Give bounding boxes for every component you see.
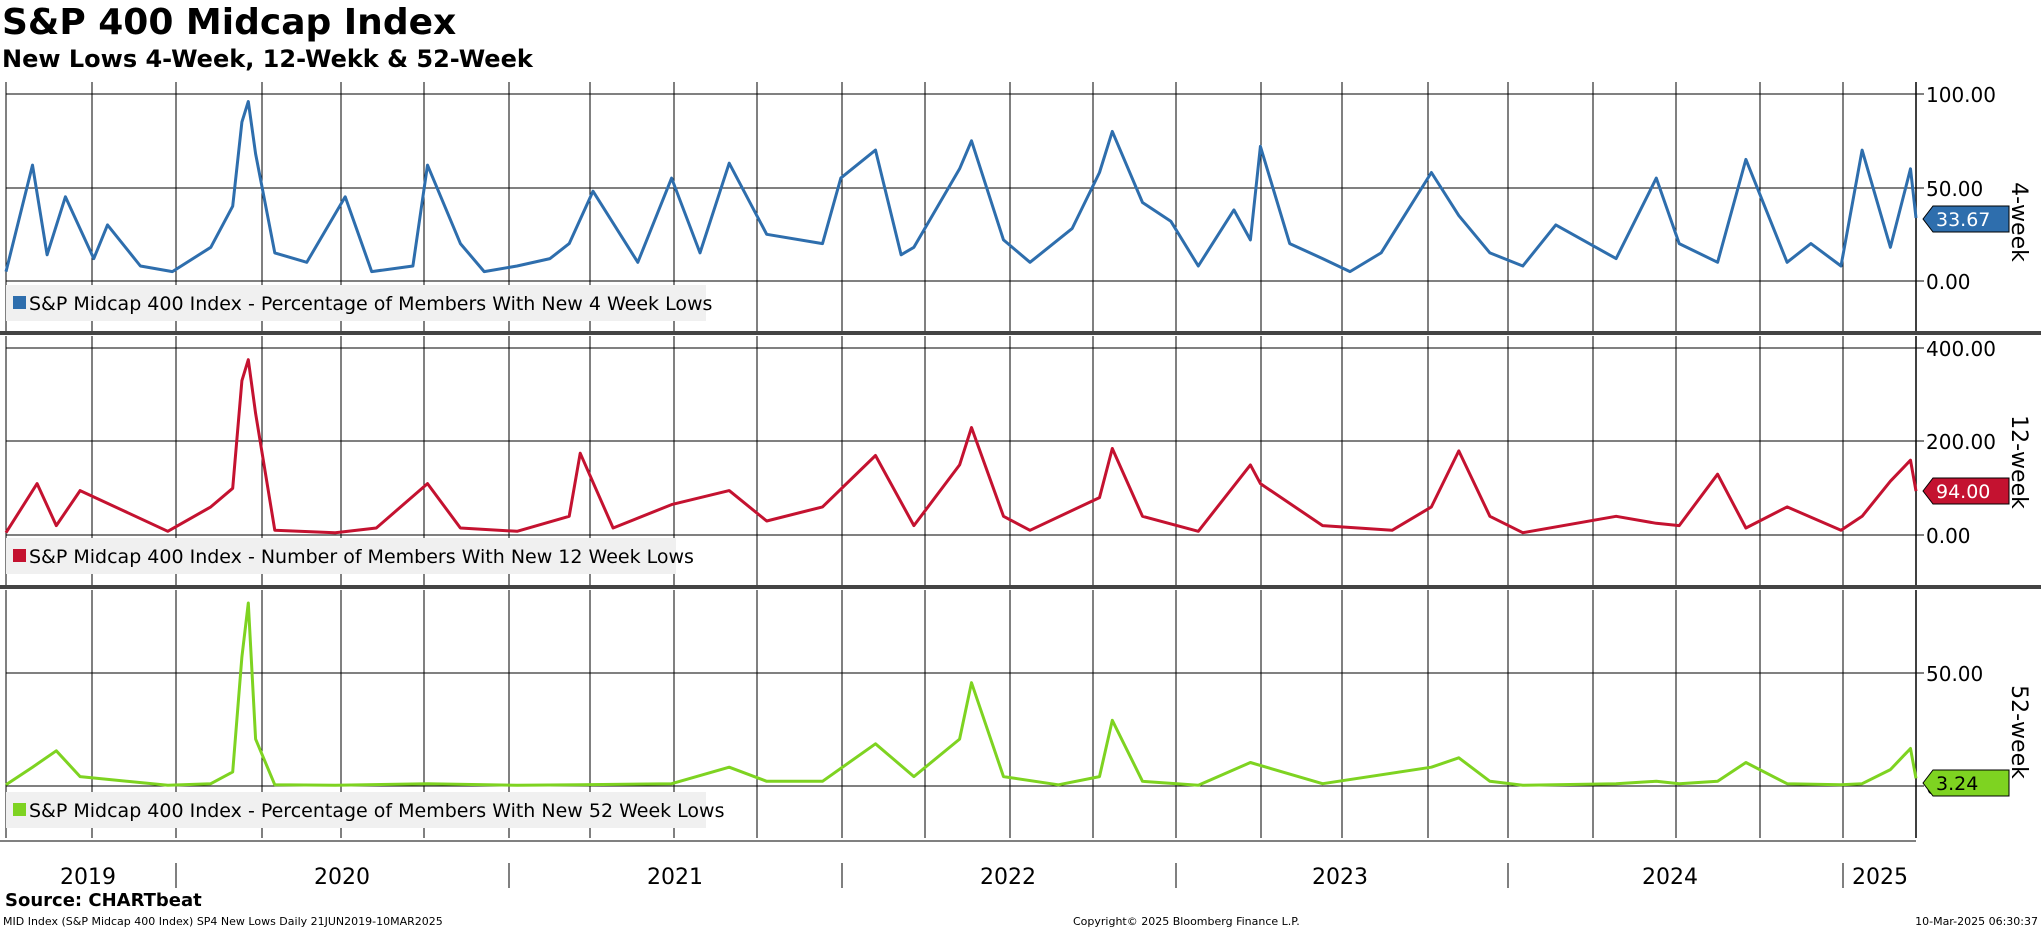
- y-tick-label: 50.00: [1926, 177, 1983, 201]
- legend-label: S&P Midcap 400 Index - Percentage of Mem…: [29, 800, 725, 822]
- legend-label: S&P Midcap 400 Index - Number of Members…: [29, 546, 694, 568]
- legend-swatch: [13, 549, 26, 562]
- chart-subtitle: New Lows 4-Week, 12-Wekk & 52-Week: [2, 45, 533, 73]
- legend-label: S&P Midcap 400 Index - Percentage of Mem…: [29, 293, 712, 315]
- chart-title: S&P 400 Midcap Index: [2, 2, 457, 43]
- panel-52-week: 50.000.00S&P Midcap 400 Index - Percenta…: [5, 590, 2031, 838]
- source-note: Source: CHARTbeat: [5, 890, 202, 911]
- x-year-label: 2022: [980, 865, 1036, 890]
- y-tick-label: 100.00: [1926, 83, 1996, 107]
- panel-12-week: 400.00 200.00 0.00 S&P Midcap 400 Index - N…: [4, 336, 2031, 585]
- footer-ticker-info: MID Index (S&P Midcap 400 Index) SP4 New…: [3, 915, 443, 928]
- x-year-label: 2023: [1312, 865, 1368, 890]
- y-tick-label: 200.00: [1926, 430, 1996, 454]
- panel-4-week: 100.00 50.00 0.00 S&P Midcap 400 Index - Pe…: [4, 82, 2031, 332]
- last-value-label: 3.24: [1936, 773, 1978, 795]
- series-line-52-week: [5, 601, 1918, 787]
- series-line-4-week: [4, 100, 1918, 274]
- legend-box: [6, 285, 706, 321]
- x-year-label: 2019: [60, 865, 116, 890]
- last-value-badge: [1922, 205, 2010, 233]
- last-value-label: 33.67: [1936, 209, 1990, 231]
- panel-label: 12-week: [2006, 415, 2031, 509]
- series-line-12-week: [4, 358, 1918, 535]
- x-year-label: 2020: [314, 865, 370, 890]
- footer-copyright: Copyright© 2025 Bloomberg Finance L.P.: [1073, 915, 1300, 928]
- x-year-label: 2024: [1642, 865, 1698, 890]
- legend-box: [6, 538, 676, 574]
- legend-swatch: [13, 803, 26, 816]
- y-tick-label: 0.00: [1926, 524, 1971, 548]
- y-tick-label: 0.00: [1926, 270, 1971, 294]
- x-year-label: 2021: [647, 865, 703, 890]
- y-tick-label: 400.00: [1926, 337, 1996, 361]
- last-value-badge: [1922, 769, 2010, 797]
- x-axis: 2019 2020 2021 2022 2023 2024 2025: [0, 331, 2041, 890]
- legend-box: [6, 792, 706, 828]
- x-year-label: 2025: [1852, 865, 1908, 890]
- last-value-badge: [1922, 477, 2010, 505]
- panel-label: 52-week: [2006, 685, 2031, 779]
- footer-timestamp: 10-Mar-2025 06:30:37: [1915, 915, 2038, 928]
- legend-swatch: [13, 296, 26, 309]
- last-value-label: 94.00: [1936, 481, 1990, 503]
- panel-label: 4-week: [2006, 182, 2031, 262]
- y-tick-label: 50.00: [1926, 662, 1983, 686]
